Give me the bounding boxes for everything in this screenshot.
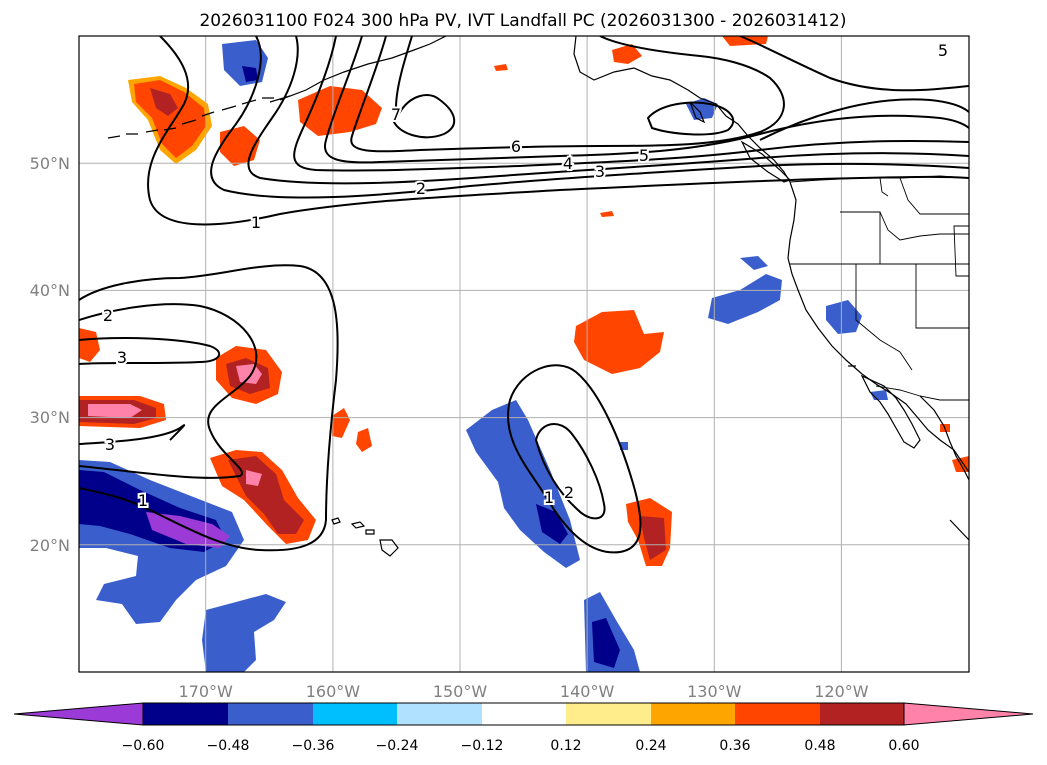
positive-anomaly-region: [600, 211, 614, 217]
lon-label-140w: 140°W: [560, 682, 615, 701]
contour-label: 1: [544, 488, 554, 507]
colorbar-bin: [482, 703, 566, 725]
lon-label-160w: 160°W: [306, 682, 361, 701]
colorbar-bin: [651, 703, 735, 725]
latitude-labels: 50°N 40°N 30°N 20°N: [30, 154, 70, 555]
contour-label: 5: [938, 41, 948, 60]
pv-contour-line: [210, 36, 969, 199]
contour-label: 2: [416, 179, 426, 198]
pv-contour-line: [79, 424, 186, 445]
colorbar-tick-label: 0.36: [719, 738, 750, 754]
positive-anomaly-region: [356, 428, 372, 452]
lat-label-50n: 50°N: [30, 154, 70, 173]
positive-anomaly-region: [298, 86, 382, 136]
positive-anomaly-region: [150, 88, 178, 116]
colorbar-tick-label: −0.12: [461, 738, 504, 754]
lat-label-20n: 20°N: [30, 536, 70, 555]
map-area: 1 2 3 4 5 6 7 5 2 3 3 1 2 1: [79, 36, 969, 672]
contour-label: 1: [138, 491, 148, 510]
colorbar-bin: [143, 703, 228, 725]
positive-anomaly-region: [246, 470, 262, 486]
colorbar-bin: [313, 703, 397, 725]
positive-anomaly-region: [88, 404, 142, 418]
negative-anomaly-region: [870, 390, 888, 400]
pv-contour-line: [534, 423, 606, 520]
contour-label: 7: [391, 105, 401, 124]
colorbar-tick-label: 0.48: [804, 738, 835, 754]
lat-label-30n: 30°N: [30, 408, 70, 427]
pv-contour-line: [293, 36, 969, 172]
negative-anomaly-region: [740, 256, 768, 270]
positive-anomaly-region: [494, 64, 508, 71]
pv-contour-line: [147, 36, 969, 226]
lon-label-120w: 120°W: [814, 682, 869, 701]
contour-labels: 1 2 3 4 5 6 7 5 2 3 3 1 2 1: [101, 39, 950, 512]
colorbar-tick-label: −0.24: [376, 738, 419, 754]
contour-label: 5: [639, 146, 649, 165]
colorbar-tick-label: 0.24: [635, 738, 666, 754]
colorbar-bin: [820, 703, 904, 725]
negative-anomaly-region: [592, 618, 620, 668]
pv-contour-line: [392, 94, 455, 139]
pv-contour-line: [395, 36, 413, 109]
contour-label: 3: [105, 435, 115, 454]
pv-contour-line: [323, 36, 969, 164]
contour-label: 2: [103, 306, 113, 325]
negative-anomaly-region: [708, 274, 782, 324]
longitude-labels: 170°W 160°W 150°W 140°W 130°W 120°W: [179, 682, 869, 701]
coastlines: [107, 36, 969, 557]
colorbar-tick-label: −0.48: [207, 738, 250, 754]
negative-anomaly-region: [242, 66, 258, 82]
pv-contours: [79, 36, 969, 554]
pv-contour-line: [247, 36, 969, 185]
colorbar-extend-high: [903, 702, 1034, 726]
contour-label: 4: [563, 154, 573, 173]
colorbar-tick-label: −0.36: [292, 738, 335, 754]
pv-contour-line: [739, 36, 969, 92]
colorbar-bin: [735, 703, 820, 725]
lat-label-40n: 40°N: [30, 281, 70, 300]
positive-anomaly-region: [134, 80, 206, 158]
figure-title: 2026031100 F024 300 hPa PV, IVT Landfall…: [199, 11, 846, 31]
pv-contour-line: [646, 101, 735, 136]
colorbar: −0.60 −0.48 −0.36 −0.24 −0.12 0.12 0.24 …: [13, 702, 1034, 754]
pv-contour-line: [507, 364, 642, 554]
colorbar-bin: [566, 703, 651, 725]
colorbar-tick-label: −0.60: [122, 738, 165, 754]
lon-label-170w: 170°W: [179, 682, 234, 701]
positive-anomaly-region: [612, 44, 642, 64]
contour-label: 3: [595, 162, 605, 181]
pv-contour-line: [79, 337, 221, 365]
pv-contour-line: [759, 98, 969, 141]
pv-contour-line: [79, 303, 258, 479]
positive-anomaly-region: [574, 310, 664, 374]
map-frame: [78, 35, 970, 673]
positive-anomaly-region: [332, 408, 350, 438]
lon-label-130w: 130°W: [687, 682, 742, 701]
colorbar-bin: [228, 703, 313, 725]
positive-anomaly-region: [640, 516, 666, 560]
negative-anomaly-region: [202, 594, 286, 672]
pv-contour-line: [79, 264, 339, 552]
lon-label-150w: 150°W: [433, 682, 488, 701]
contour-label: 3: [117, 348, 127, 367]
colorbar-tick-label: 0.60: [888, 738, 919, 754]
contour-label: 1: [251, 213, 261, 232]
positive-anomaly-region: [79, 328, 100, 362]
pv-contour-line: [350, 36, 785, 153]
contour-label: 6: [511, 137, 521, 156]
colorbar-bin: [397, 703, 482, 725]
colorbar-tick-label: 0.12: [550, 738, 581, 754]
negative-anomaly-region: [146, 512, 230, 548]
colorbar-extend-low: [13, 702, 144, 726]
negative-anomaly-region: [536, 504, 568, 544]
contour-label: 2: [564, 483, 574, 502]
negative-anomaly-region: [826, 300, 862, 334]
positive-anomaly-region: [236, 364, 262, 384]
